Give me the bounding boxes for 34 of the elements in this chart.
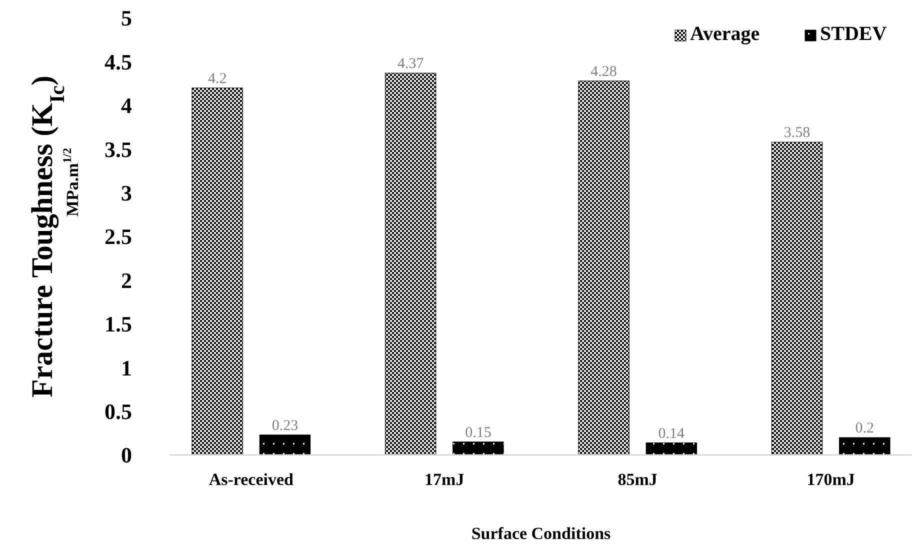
data-label: 4.37	[397, 56, 424, 72]
x-tick-label: 85mJ	[618, 470, 658, 489]
y-tick-label: 4.5	[104, 49, 132, 74]
bar	[452, 442, 504, 456]
x-axis-title: Surface Conditions	[471, 524, 612, 543]
y-tick-label: 4	[121, 93, 132, 118]
y-tick-label: 2.5	[104, 224, 132, 250]
x-tick-label: As-received	[208, 470, 294, 489]
y-tick-label: 3	[121, 180, 132, 206]
y-tick-label: 3.5	[104, 136, 132, 162]
y-tick-label: 1	[121, 355, 132, 380]
x-tick-label: 170mJ	[806, 470, 856, 489]
bar	[646, 442, 698, 456]
bar	[259, 434, 311, 456]
data-label: 0.2	[855, 420, 874, 437]
legend-label: Average	[690, 23, 760, 45]
y-tick-label: 1.5	[104, 312, 132, 337]
data-label: 0.14	[658, 426, 686, 442]
y-tick-label: 5	[121, 6, 132, 31]
y-tick-label: 0	[121, 442, 132, 468]
data-label: 4.28	[590, 64, 617, 80]
data-label: 4.2	[208, 70, 227, 87]
x-tick-label: 17mJ	[424, 470, 465, 489]
bar	[578, 80, 630, 456]
bar	[771, 142, 823, 456]
bar	[192, 88, 243, 456]
data-label: 0.15	[465, 424, 492, 441]
data-label: 0.23	[272, 418, 298, 434]
data-label: 3.58	[784, 125, 810, 142]
legend-label: STDEV	[820, 23, 888, 45]
bar	[384, 72, 436, 456]
y-tick-label: 0.5	[104, 399, 132, 424]
y-tick-label: 2	[121, 268, 132, 293]
bar	[839, 437, 890, 456]
